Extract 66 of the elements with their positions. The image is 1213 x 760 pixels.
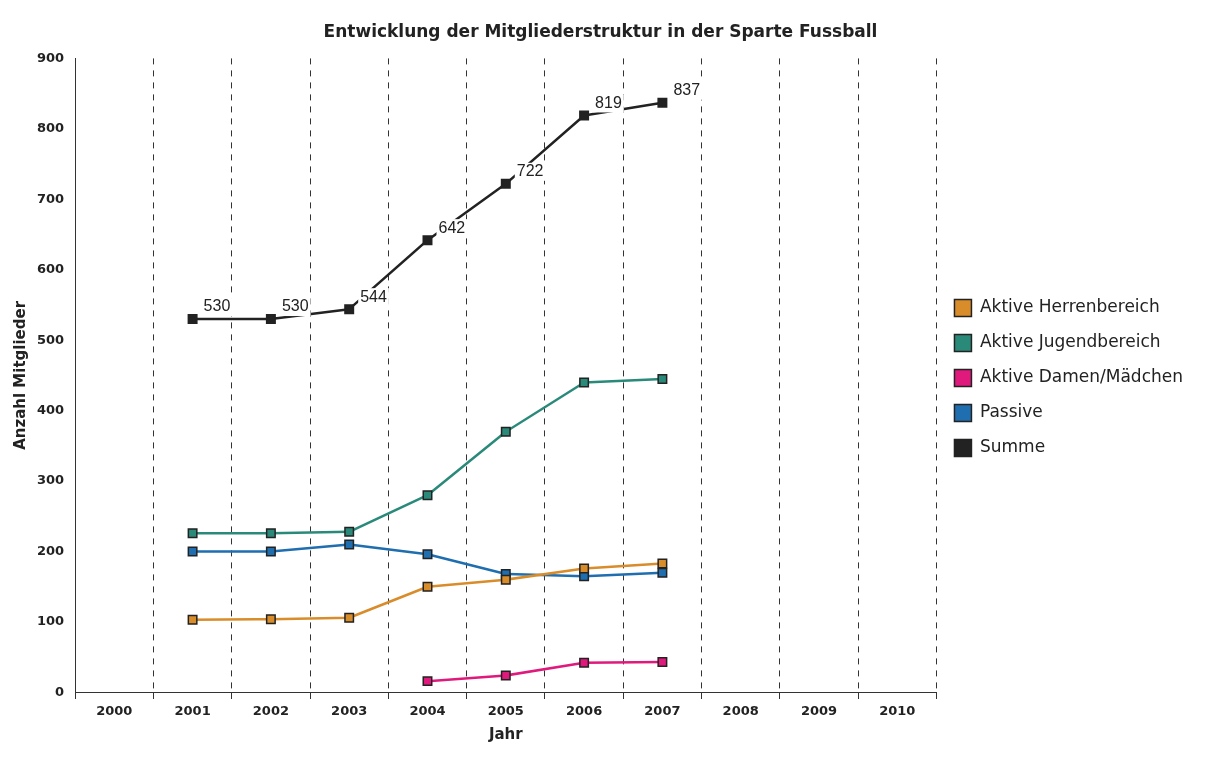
y-tick-label: 700 <box>37 190 65 206</box>
point <box>500 178 511 189</box>
data-label: 642 <box>438 218 466 236</box>
point <box>265 314 276 325</box>
x-tick-label: 2002 <box>252 702 289 718</box>
point <box>344 612 355 623</box>
y-tick-label: 400 <box>37 402 65 417</box>
point <box>187 614 198 625</box>
point <box>579 110 590 121</box>
x-tick-label: 2004 <box>409 702 446 718</box>
point <box>500 670 511 681</box>
point <box>344 526 355 537</box>
point <box>657 657 668 668</box>
y-tick-label: 600 <box>37 261 65 277</box>
point <box>187 546 198 557</box>
point <box>657 558 668 569</box>
legend-label: Aktive Damen/Mädchen <box>979 366 1183 387</box>
point <box>422 235 433 246</box>
x-tick-label: 2003 <box>331 702 368 718</box>
data-label: 530 <box>281 297 309 315</box>
data-label: 530 <box>203 297 231 315</box>
x-tick-label: 2009 <box>800 702 838 718</box>
legend-label: Summe <box>979 436 1046 457</box>
point <box>265 528 276 539</box>
data-label: 544 <box>360 287 387 305</box>
point <box>187 528 198 539</box>
y-axis-title: Anzahl Mitglieder <box>10 300 29 450</box>
point <box>657 373 668 384</box>
point <box>657 97 668 108</box>
x-axis-title: Jahr <box>487 724 524 743</box>
y-tick-label: 800 <box>37 120 65 136</box>
point <box>422 676 433 687</box>
point <box>579 657 590 668</box>
point <box>265 614 276 625</box>
x-tick-label: 2006 <box>566 702 603 718</box>
data-label: 722 <box>516 162 544 180</box>
x-tick-label: 2008 <box>722 702 759 718</box>
legend-label: Aktive Herrenbereich <box>979 296 1160 317</box>
x-tick-label: 2000 <box>96 702 133 718</box>
chart-title: Entwicklung der Mitgliederstruktur in der Sparte Fussball <box>323 20 878 41</box>
point <box>500 574 511 585</box>
y-tick-label: 900 <box>37 49 65 65</box>
y-tick-label: 0 <box>55 683 65 699</box>
point <box>579 563 590 574</box>
x-tick-label: 2010 <box>879 702 916 718</box>
legend-label: Passive <box>979 401 1043 422</box>
y-tick-label: 100 <box>37 613 65 629</box>
point <box>500 426 511 437</box>
point <box>344 304 355 315</box>
point <box>187 314 198 325</box>
x-tick-label: 2001 <box>174 702 211 718</box>
x-tick-label: 2007 <box>644 702 681 718</box>
y-tick-label: 200 <box>37 542 65 558</box>
y-tick-label: 300 <box>37 472 65 488</box>
point <box>422 581 433 592</box>
point <box>344 539 355 550</box>
point <box>422 490 433 501</box>
y-tick-label: 500 <box>37 331 65 347</box>
point <box>657 567 668 578</box>
x-tick-label: 2005 <box>487 702 524 718</box>
data-label: 819 <box>595 93 622 111</box>
point <box>422 549 433 560</box>
point <box>265 546 276 557</box>
legend-label: Aktive Jugendbereich <box>979 331 1161 352</box>
point <box>579 377 590 388</box>
data-label: 837 <box>673 81 701 99</box>
